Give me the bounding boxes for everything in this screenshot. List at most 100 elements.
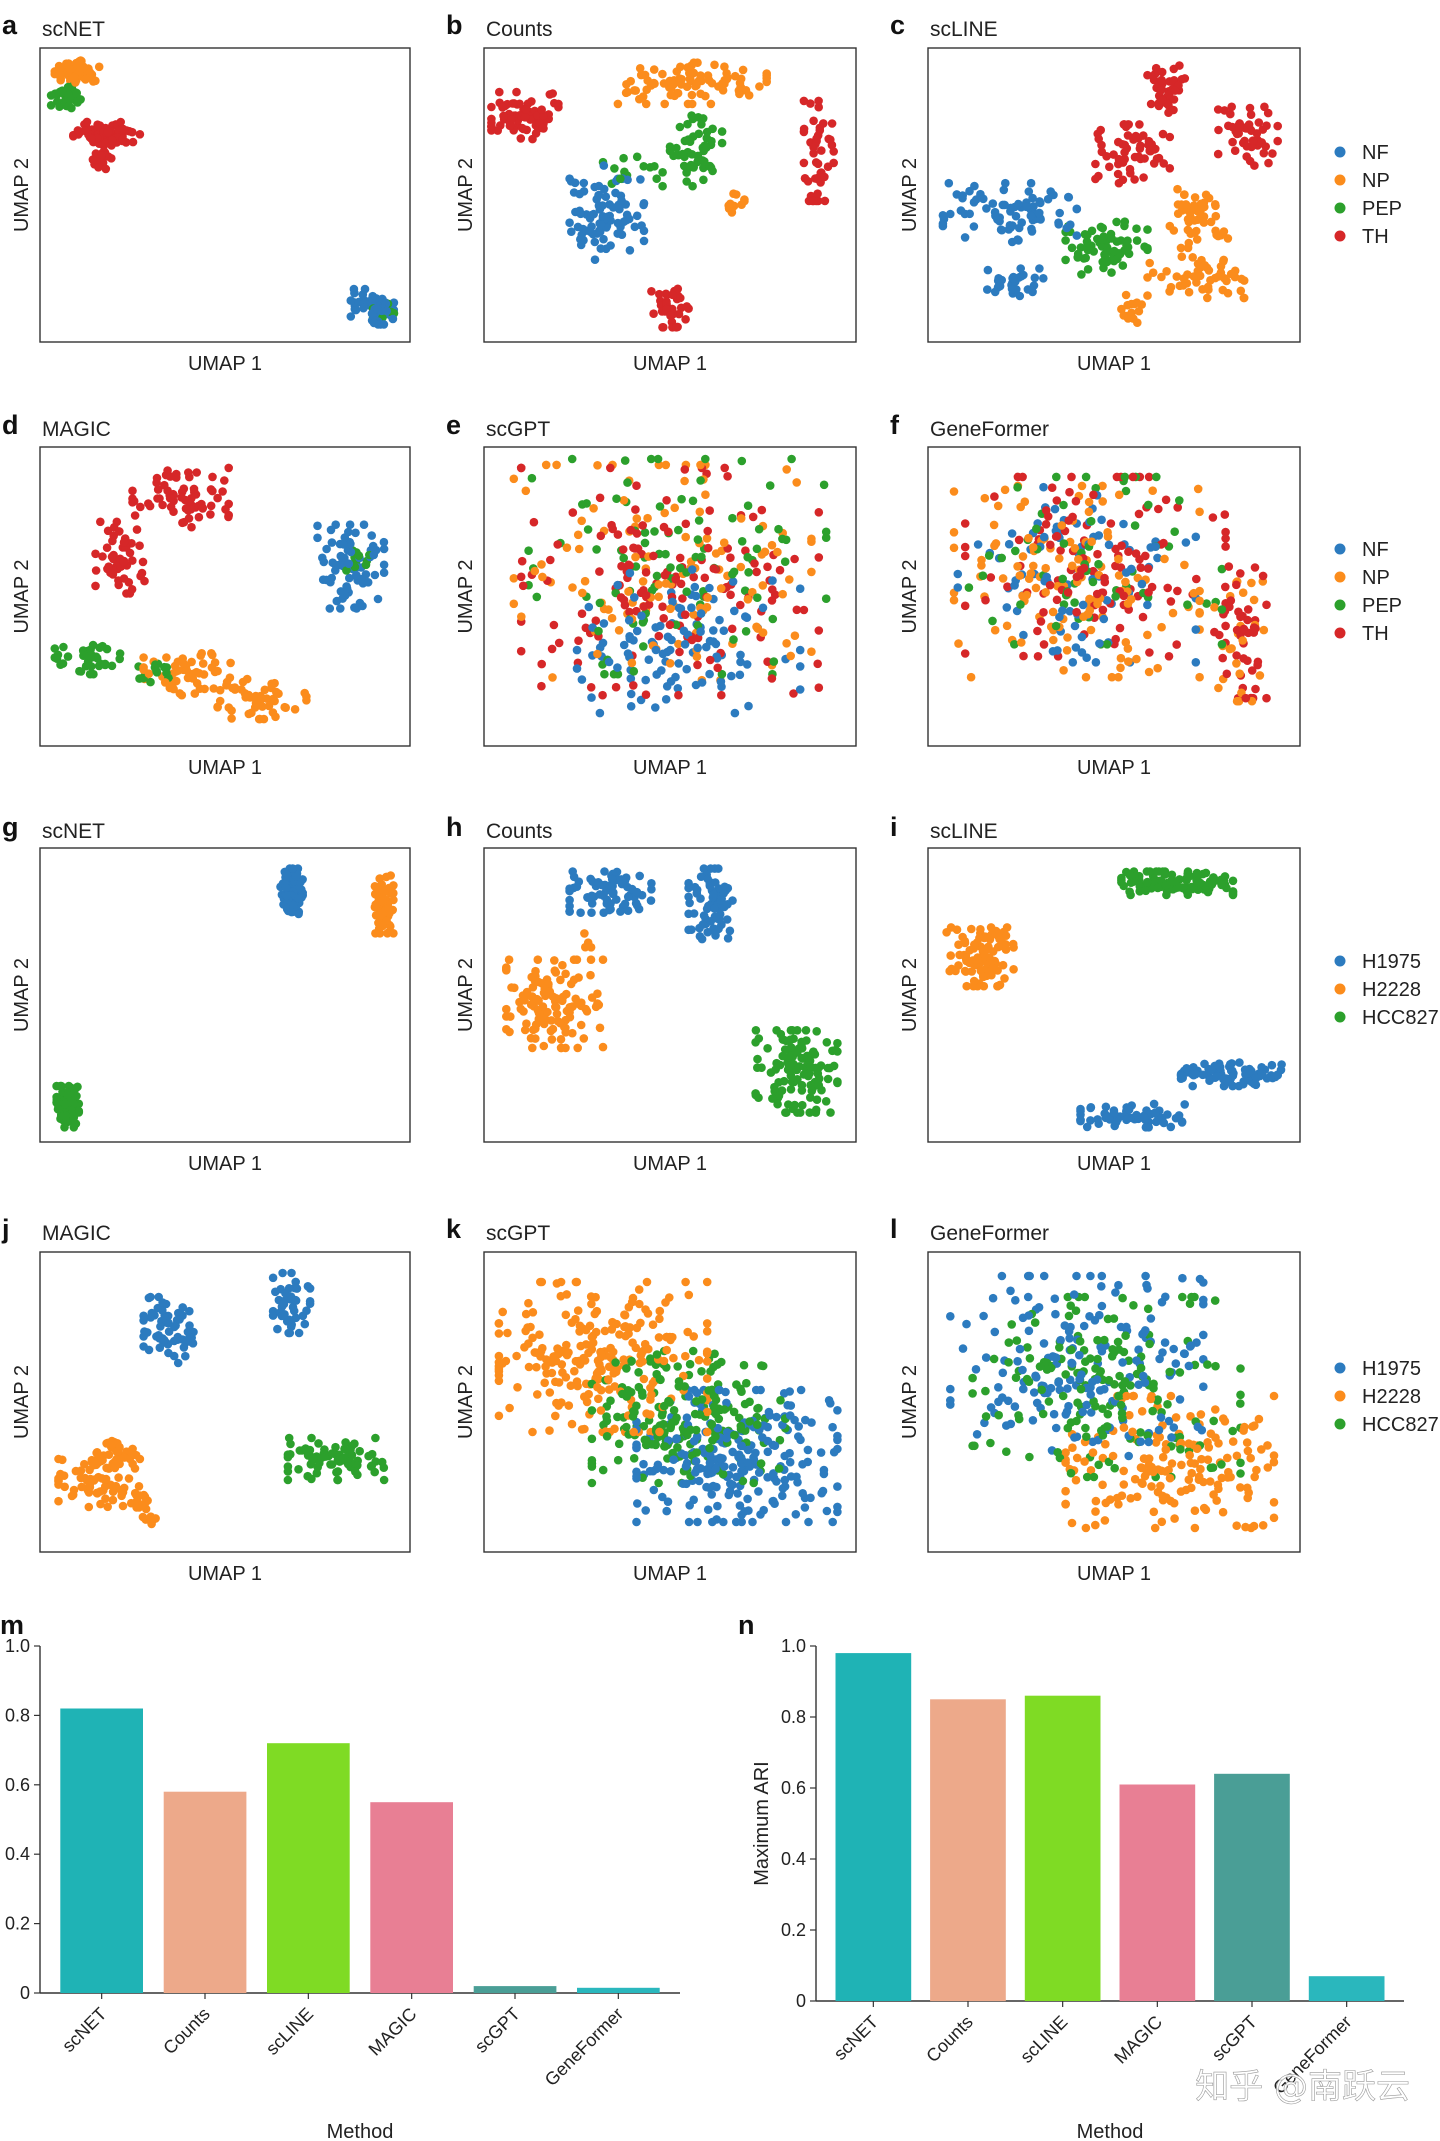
point-h2228 bbox=[1139, 1454, 1149, 1463]
point-h2228 bbox=[584, 1348, 593, 1358]
point-h2228 bbox=[516, 1004, 526, 1014]
point-h2228 bbox=[54, 1496, 63, 1506]
point-hcc827 bbox=[283, 1475, 293, 1485]
point-h2228 bbox=[1250, 1472, 1259, 1482]
point-h1975 bbox=[1273, 1070, 1282, 1079]
point-nf bbox=[1077, 632, 1087, 642]
point-h2228 bbox=[96, 1499, 105, 1509]
point-pep bbox=[702, 143, 711, 152]
point-nf bbox=[997, 225, 1007, 235]
point-h2228 bbox=[138, 1512, 148, 1522]
point-np bbox=[1077, 481, 1087, 491]
point-h2228 bbox=[1219, 1414, 1228, 1423]
point-h2228 bbox=[378, 921, 387, 931]
point-np bbox=[198, 659, 208, 668]
point-pep bbox=[1112, 217, 1121, 227]
point-nf bbox=[576, 240, 586, 250]
point-nf bbox=[613, 580, 622, 590]
point-h1975 bbox=[268, 1273, 278, 1283]
point-pep bbox=[984, 551, 994, 560]
point-h1975 bbox=[783, 1400, 792, 1410]
panel-title-d: MAGIC bbox=[42, 418, 111, 441]
point-hcc827 bbox=[778, 1035, 788, 1044]
point-hcc827 bbox=[1089, 1472, 1099, 1482]
point-np bbox=[1237, 274, 1246, 284]
point-h1975 bbox=[1188, 1081, 1197, 1091]
point-h1975 bbox=[1235, 1058, 1244, 1067]
point-hcc827 bbox=[602, 1432, 612, 1441]
point-h1975 bbox=[704, 1483, 714, 1492]
point-pep bbox=[674, 525, 683, 535]
point-np bbox=[182, 666, 191, 675]
point-th bbox=[658, 323, 667, 332]
point-np bbox=[1199, 198, 1209, 208]
point-h1975 bbox=[692, 1432, 702, 1441]
y-axis-label: UMAP 2 bbox=[899, 958, 921, 1032]
point-h1975 bbox=[607, 874, 617, 884]
point-th bbox=[187, 522, 196, 532]
point-h1975 bbox=[173, 1335, 182, 1344]
point-h1975 bbox=[804, 1517, 813, 1527]
point-h2228 bbox=[1212, 1496, 1221, 1505]
point-np bbox=[624, 587, 633, 596]
point-hcc827 bbox=[1071, 1306, 1081, 1315]
point-h2228 bbox=[1068, 1443, 1077, 1452]
point-np bbox=[666, 604, 675, 614]
point-h2228 bbox=[689, 1332, 698, 1341]
point-th bbox=[619, 595, 629, 605]
point-h1975 bbox=[1054, 1378, 1063, 1387]
panel-label-h: h bbox=[446, 812, 463, 842]
point-hcc827 bbox=[812, 1095, 822, 1104]
point-h1975 bbox=[708, 1517, 717, 1527]
point-th bbox=[1157, 75, 1166, 85]
point-np bbox=[1193, 484, 1203, 494]
point-np bbox=[1074, 555, 1083, 564]
point-np bbox=[621, 88, 631, 98]
point-h1975 bbox=[763, 1447, 773, 1457]
point-np bbox=[1015, 571, 1025, 580]
point-h2228 bbox=[383, 929, 392, 938]
point-np bbox=[1114, 571, 1124, 580]
point-np bbox=[640, 70, 650, 80]
point-th bbox=[1224, 562, 1234, 571]
point-hcc827 bbox=[308, 1453, 318, 1463]
point-nf bbox=[639, 226, 649, 236]
point-pep bbox=[1086, 516, 1096, 526]
point-np bbox=[635, 94, 644, 104]
point-h2228 bbox=[1067, 1518, 1077, 1528]
point-nf bbox=[651, 623, 660, 632]
point-pep bbox=[619, 153, 628, 163]
point-h1975 bbox=[602, 895, 612, 904]
point-th bbox=[1134, 152, 1143, 161]
point-hcc827 bbox=[1217, 880, 1226, 890]
point-h2228 bbox=[384, 903, 393, 913]
point-np bbox=[1162, 267, 1171, 276]
point-pep bbox=[737, 456, 747, 466]
point-nf bbox=[742, 660, 752, 669]
point-h2228 bbox=[84, 1502, 94, 1512]
scatter-points bbox=[54, 1268, 389, 1529]
point-h2228 bbox=[1166, 1391, 1176, 1401]
point-pep bbox=[595, 598, 605, 608]
point-th bbox=[813, 159, 823, 169]
point-th bbox=[639, 602, 649, 611]
point-nf bbox=[758, 603, 768, 613]
point-h1975 bbox=[1051, 1353, 1061, 1362]
point-nf bbox=[716, 677, 726, 686]
point-nf bbox=[1026, 178, 1036, 188]
point-h1975 bbox=[1082, 1400, 1091, 1410]
point-th bbox=[158, 500, 167, 510]
point-h1975 bbox=[997, 1271, 1007, 1281]
point-h2228 bbox=[541, 1362, 550, 1371]
point-hcc827 bbox=[1192, 877, 1202, 887]
point-h2228 bbox=[1130, 1474, 1140, 1484]
panel-title-j: MAGIC bbox=[42, 1222, 111, 1245]
point-h1975 bbox=[1015, 1344, 1025, 1354]
point-h1975 bbox=[1085, 1312, 1094, 1321]
point-np bbox=[1116, 653, 1126, 663]
point-h2228 bbox=[110, 1463, 120, 1473]
point-hcc827 bbox=[989, 1354, 999, 1364]
point-hcc827 bbox=[286, 1439, 295, 1449]
point-h2228 bbox=[561, 969, 570, 979]
point-np bbox=[790, 631, 800, 640]
